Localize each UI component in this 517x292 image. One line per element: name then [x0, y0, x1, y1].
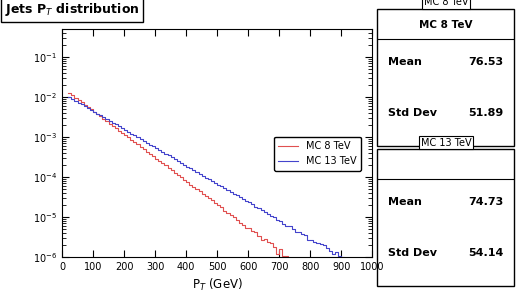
Line: MC 13 TeV: MC 13 TeV: [68, 97, 369, 275]
Text: Std Dev: Std Dev: [388, 248, 437, 258]
MC 13 TeV: [217, 185, 223, 188]
Text: MC 8 TeV: MC 8 TeV: [423, 0, 468, 7]
MC 13 TeV: [366, 273, 372, 277]
MC 13 TeV: [130, 134, 136, 137]
Text: MC 13 TeV: MC 13 TeV: [421, 138, 471, 147]
Legend: MC 8 TeV, MC 13 TeV: MC 8 TeV, MC 13 TeV: [273, 137, 361, 171]
MC 8 TeV: [242, 226, 248, 230]
Text: Mean: Mean: [388, 57, 422, 67]
X-axis label: P$_T$ (GeV): P$_T$ (GeV): [192, 277, 242, 292]
Text: Mean: Mean: [388, 197, 422, 207]
MC 8 TeV: [217, 206, 223, 209]
MC 13 TeV: [118, 126, 124, 130]
MC 13 TeV: [351, 263, 357, 266]
Text: 54.14: 54.14: [468, 248, 504, 258]
Text: 74.73: 74.73: [468, 197, 504, 207]
Text: Std Dev: Std Dev: [388, 107, 437, 118]
Line: MC 8 TeV: MC 8 TeV: [68, 93, 366, 292]
MC 13 TeV: [341, 258, 347, 262]
MC 8 TeV: [130, 140, 136, 144]
Text: 76.53: 76.53: [468, 57, 504, 67]
Text: 51.89: 51.89: [468, 107, 504, 118]
Text: MC 8 TeV: MC 8 TeV: [419, 20, 473, 30]
MC 13 TeV: [242, 200, 248, 203]
MC 8 TeV: [118, 131, 124, 135]
Text: Jets P$_T$ distribution: Jets P$_T$ distribution: [5, 1, 140, 18]
